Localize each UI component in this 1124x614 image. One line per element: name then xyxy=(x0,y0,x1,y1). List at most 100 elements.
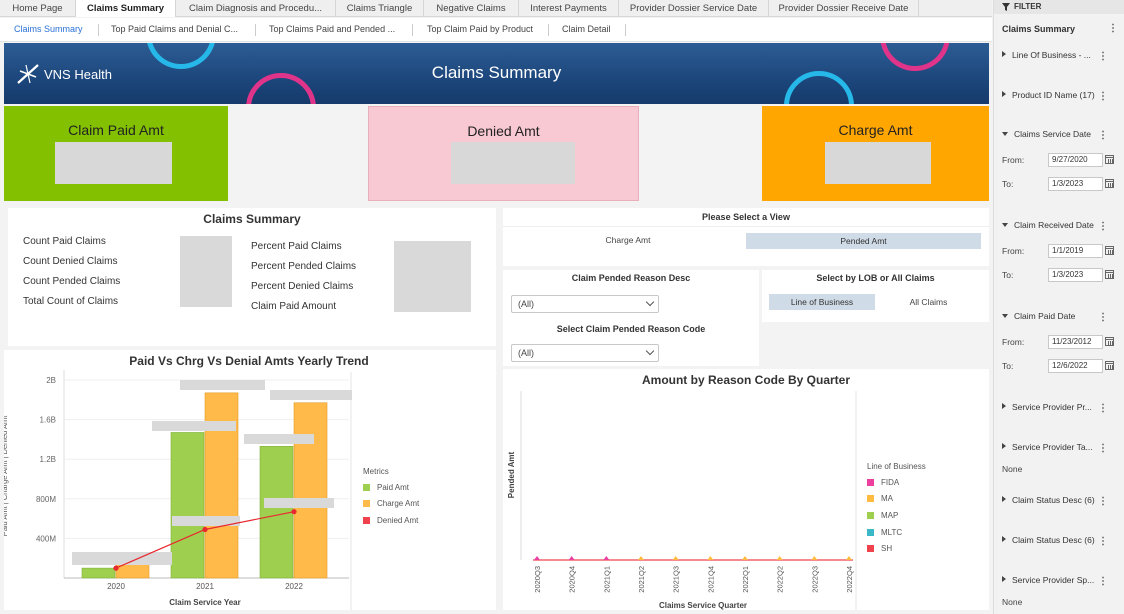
filter-section-header[interactable]: Claim Received Date xyxy=(1002,220,1094,230)
calendar-icon[interactable] xyxy=(1105,155,1114,164)
lob-option-line-of-business[interactable]: Line of Business xyxy=(769,294,875,310)
pended-reason-code-dropdown[interactable]: (All) xyxy=(511,344,659,362)
calendar-icon[interactable] xyxy=(1105,270,1114,279)
kpi-label: Claim Paid Amt xyxy=(68,122,164,138)
date-to-input[interactable]: 12/6/2022 xyxy=(1048,359,1103,373)
y-tick-label: 1.6B xyxy=(40,416,56,425)
more-options-icon[interactable]: ⋮ xyxy=(1098,536,1108,547)
filter-section-label: Service Provider Pr... xyxy=(1012,402,1092,412)
tab-home-page[interactable]: Home Page xyxy=(0,0,76,17)
tab-provider-dossier-receive[interactable]: Provider Dossier Receive Date xyxy=(769,0,919,17)
paid-amt-bar xyxy=(259,446,294,579)
x-tick-label: 2022Q3 xyxy=(810,566,819,593)
filter-section-header[interactable]: Product ID Name (17) xyxy=(1002,90,1095,100)
tab-provider-dossier-service[interactable]: Provider Dossier Service Date xyxy=(619,0,769,17)
paid-amt-bar xyxy=(81,567,116,579)
data-label-placeholder xyxy=(180,380,265,390)
from-label: From: xyxy=(1002,246,1025,256)
more-options-icon[interactable]: ⋮ xyxy=(1098,576,1108,587)
more-options-icon[interactable]: ⋮ xyxy=(1098,496,1108,507)
tab-claim-diagnosis[interactable]: Claim Diagnosis and Procedu... xyxy=(176,0,336,17)
divider xyxy=(625,24,626,36)
legend-item: Paid Amt xyxy=(377,483,410,492)
more-options-icon[interactable]: ⋮ xyxy=(1098,91,1108,102)
x-tick-label: 2021 xyxy=(196,582,214,591)
decorative-ring xyxy=(146,43,216,69)
pended-reason-desc-title: Claim Pended Reason Desc xyxy=(571,273,691,283)
more-options-icon[interactable]: ⋮ xyxy=(1098,130,1108,141)
calendar-icon[interactable] xyxy=(1105,361,1114,370)
filter-section-header[interactable]: Service Provider Sp... xyxy=(1002,575,1094,585)
data-point-marker xyxy=(776,556,783,560)
date-from-input[interactable]: 11/23/2012 xyxy=(1048,335,1103,349)
filter-section-header[interactable]: Claim Paid Date xyxy=(1002,311,1075,321)
more-options-icon[interactable]: ⋮ xyxy=(1098,221,1108,232)
lob-option-all-claims[interactable]: All Claims xyxy=(909,297,948,307)
more-options-icon[interactable]: ⋮ xyxy=(1098,51,1108,62)
x-tick-label: 2022Q2 xyxy=(776,566,785,593)
date-from-input[interactable]: 1/1/2019 xyxy=(1048,244,1103,258)
subnav-top-claims-paid-pended[interactable]: Top Claims Paid and Pended ... xyxy=(269,24,396,34)
view-option-charge-amt[interactable]: Charge Amt xyxy=(605,235,651,245)
count-pended-claims-label: Count Pended Claims xyxy=(23,276,121,287)
filter-section-header[interactable]: Line Of Business - ... xyxy=(1002,50,1091,60)
calendar-icon[interactable] xyxy=(1105,337,1114,346)
pended-reason-desc-dropdown[interactable]: (All) xyxy=(511,295,659,313)
view-option-pended-amt[interactable]: Pended Amt xyxy=(746,233,981,249)
percent-values-placeholder xyxy=(394,241,471,312)
chart-title: Paid Vs Chrg Vs Denial Amts Yearly Trend xyxy=(129,354,369,368)
decorative-ring xyxy=(784,71,854,104)
x-axis-label: Claims Service Quarter xyxy=(659,601,747,610)
caret-down-icon xyxy=(1002,132,1008,136)
y-axis-label: Pended Amt xyxy=(507,451,516,498)
tab-claims-summary[interactable]: Claims Summary xyxy=(76,0,176,17)
more-options-icon[interactable]: ⋮ xyxy=(1108,23,1118,34)
tab-negative-claims[interactable]: Negative Claims xyxy=(424,0,519,17)
tab-interest-payments[interactable]: Interest Payments xyxy=(519,0,619,17)
caret-right-icon xyxy=(1002,403,1006,409)
percent-pended-claims-label: Percent Pended Claims xyxy=(251,261,357,272)
filter-section-label: Claim Paid Date xyxy=(1014,311,1076,321)
divider xyxy=(412,24,413,36)
caret-right-icon xyxy=(1002,91,1006,97)
x-axis-label: Claim Service Year xyxy=(169,598,240,607)
data-label-placeholder xyxy=(72,552,172,565)
date-to-input[interactable]: 1/3/2023 xyxy=(1048,177,1103,191)
subnav-claims-summary[interactable]: Claims Summary xyxy=(14,24,83,34)
filter-section-header[interactable]: Service Provider Pr... xyxy=(1002,402,1092,412)
filter-section-header[interactable]: Service Provider Ta... xyxy=(1002,442,1093,452)
data-point-marker xyxy=(742,556,748,560)
denied-amt-point xyxy=(291,509,297,515)
date-to-input[interactable]: 1/3/2023 xyxy=(1048,268,1103,282)
caret-right-icon xyxy=(1002,51,1006,57)
legend-swatch xyxy=(867,545,874,552)
divider xyxy=(98,24,99,36)
claims-summary-panel: Claims Summary Count Paid Claims Count D… xyxy=(8,208,496,346)
data-point-marker xyxy=(603,556,610,560)
panel-title: Please Select a View xyxy=(702,212,790,222)
data-label-placeholder xyxy=(152,421,236,431)
filter-value: None xyxy=(1002,464,1023,474)
legend-item: Charge Amt xyxy=(377,499,420,508)
filter-section-header[interactable]: Claim Status Desc (6) xyxy=(1002,535,1095,545)
legend-item: Denied Amt xyxy=(377,516,419,525)
count-denied-claims-label: Count Denied Claims xyxy=(23,256,118,267)
legend-swatch xyxy=(363,517,370,524)
more-options-icon[interactable]: ⋮ xyxy=(1098,312,1108,323)
calendar-icon[interactable] xyxy=(1105,246,1114,255)
subnav-top-claim-paid-product[interactable]: Top Claim Paid by Product xyxy=(427,24,534,34)
denied-amt-point xyxy=(113,565,119,571)
to-label: To: xyxy=(1002,179,1014,189)
kpi-label: Charge Amt xyxy=(838,122,913,138)
filter-section-header[interactable]: Claim Status Desc (6) xyxy=(1002,495,1095,505)
more-options-icon[interactable]: ⋮ xyxy=(1098,443,1108,454)
subnav-claim-detail[interactable]: Claim Detail xyxy=(562,24,611,34)
date-from-input[interactable]: 9/27/2020 xyxy=(1048,153,1103,167)
legend-item: SH xyxy=(881,544,893,553)
more-options-icon[interactable]: ⋮ xyxy=(1098,403,1108,414)
calendar-icon[interactable] xyxy=(1105,179,1114,188)
filter-section-header[interactable]: Claims Service Date xyxy=(1002,129,1091,139)
tab-claims-triangle[interactable]: Claims Triangle xyxy=(336,0,424,17)
filter-section-label: Claims Service Date xyxy=(1014,129,1091,139)
subnav-top-paid-claims[interactable]: Top Paid Claims and Denial C... xyxy=(111,24,239,34)
